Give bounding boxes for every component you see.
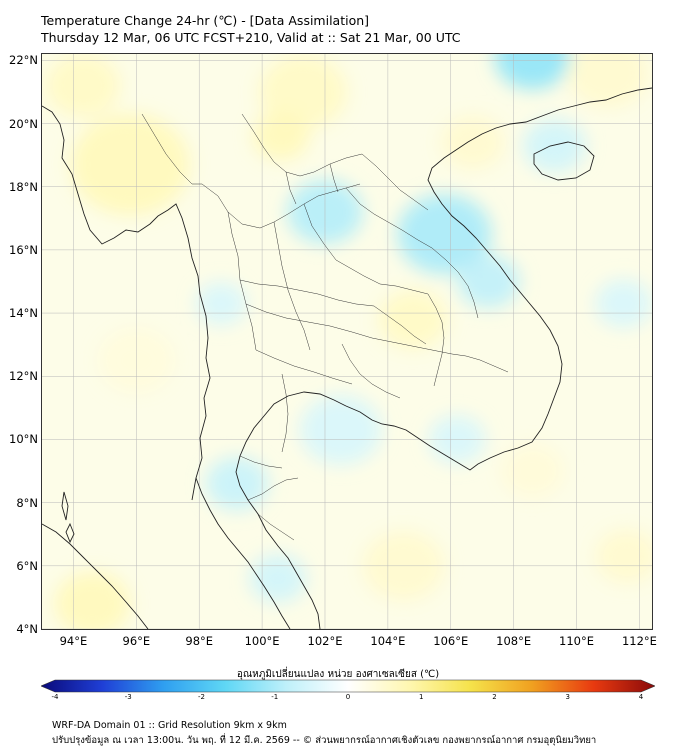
- lat-label: 18°N: [9, 179, 38, 194]
- colorbar-tick-label: -2: [198, 693, 205, 701]
- colorbar-tick-label: -4: [51, 693, 59, 701]
- coastlines-borders: [42, 87, 652, 629]
- footer-model-info: WRF-DA Domain 01 :: Grid Resolution 9km …: [52, 720, 287, 731]
- lat-label: 12°N: [9, 369, 38, 384]
- field-blob-18: [205, 456, 269, 511]
- graticule: [42, 54, 652, 629]
- field-blob-1: [45, 54, 121, 118]
- map-title: Temperature Change 24-hr (℃) - [Data Ass…: [41, 13, 370, 28]
- field-blob-5: [567, 54, 649, 108]
- lon-label: 98°E: [185, 634, 214, 648]
- field-blob-8: [54, 571, 131, 629]
- field-blob-22: [196, 282, 247, 325]
- lon-label: 94°E: [59, 634, 88, 648]
- lon-label: 106°E: [433, 634, 469, 648]
- colorbar-tick-label: 3: [565, 693, 570, 701]
- lat-label: 20°N: [9, 116, 38, 131]
- lon-label: 104°E: [370, 634, 406, 648]
- colorbar-body: [41, 679, 655, 693]
- lon-label: 108°E: [496, 634, 532, 648]
- lat-label: 6°N: [16, 558, 38, 573]
- lon-label: 102°E: [307, 634, 343, 648]
- colorbar: [41, 679, 655, 693]
- field-blob-16: [523, 118, 586, 173]
- field-blob-10: [595, 529, 652, 584]
- colorbar-tick-label: -1: [271, 693, 279, 701]
- province-borders: [141, 113, 509, 541]
- field-blob-15: [457, 254, 520, 309]
- footer-credit: ปรับปรุงข้อมูล ณ เวลา 13:00น. วัน พฤ. ที…: [52, 735, 597, 746]
- field-blob-3: [252, 112, 310, 161]
- colorbar-tick-label: 1: [419, 693, 424, 701]
- temperature-map: [42, 54, 652, 629]
- colorbar-tick-label: 4: [638, 693, 644, 701]
- lon-label: 110°E: [559, 634, 595, 648]
- lon-label: 96°E: [122, 634, 151, 648]
- lon-label: 112°E: [621, 634, 657, 648]
- field-blob-19: [249, 554, 307, 603]
- lat-label: 16°N: [9, 242, 38, 257]
- field-blob-13: [397, 193, 492, 275]
- field-blob-20: [299, 395, 382, 465]
- lat-label: 10°N: [9, 432, 38, 447]
- lat-label: 8°N: [16, 495, 38, 510]
- map-panel[interactable]: [41, 53, 653, 630]
- map-subtitle: Thursday 12 Mar, 06 UTC FCST+210, Valid …: [41, 30, 461, 45]
- field-blob-17: [595, 279, 652, 328]
- colorbar-title: อุณหภูมิเปลี่ยนแปลง หน่วย องศาเซลเซียส (…: [236, 669, 440, 680]
- field-blob-4: [441, 115, 505, 170]
- field-blob-7: [501, 444, 564, 498]
- colorbar-tick-label: -3: [124, 693, 132, 701]
- lon-label: 100°E: [244, 634, 280, 648]
- lat-label: 14°N: [9, 306, 38, 321]
- field-blob-6: [378, 289, 448, 349]
- lat-label: 22°N: [9, 53, 38, 68]
- field-blob-12: [494, 54, 571, 90]
- field-blob-0: [70, 113, 190, 216]
- colorbar-tick-label: 0: [345, 693, 351, 701]
- lat-label: 4°N: [16, 622, 38, 636]
- colorbar-tick-label: 2: [492, 693, 497, 701]
